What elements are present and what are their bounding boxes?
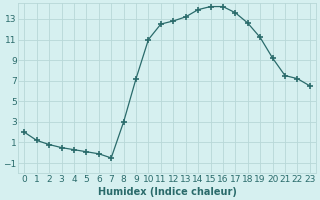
X-axis label: Humidex (Indice chaleur): Humidex (Indice chaleur) — [98, 187, 236, 197]
